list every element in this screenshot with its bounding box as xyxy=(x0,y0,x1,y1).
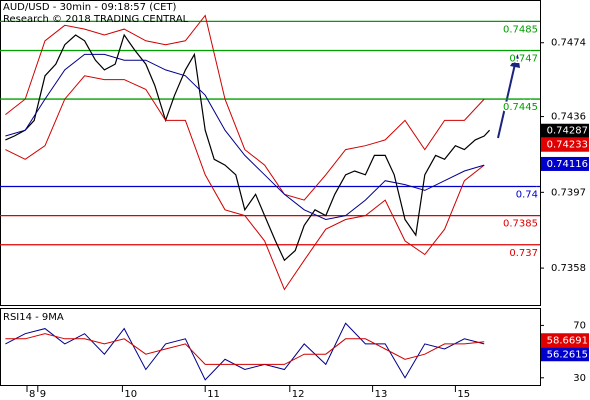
chart-subtitle: Research © 2018 TRADING CENTRAL xyxy=(3,14,189,25)
y-tick-label: 0.7436 xyxy=(551,112,586,123)
price-box-label: 0.74116 xyxy=(547,159,588,170)
series-line xyxy=(5,53,485,221)
x-tick-label: 10 xyxy=(124,389,137,400)
rsi-frame xyxy=(0,308,541,386)
chart-title: AUD/USD - 30min - 09:18:57 (CET) xyxy=(3,2,177,13)
price-box xyxy=(541,347,589,362)
level-label: 0.7445 xyxy=(503,102,538,113)
y-tick-label: 0.7474 xyxy=(551,38,586,49)
forecast-arrow xyxy=(497,63,516,139)
price-box xyxy=(541,333,589,348)
price-frame xyxy=(0,0,541,306)
x-tick-label: 15 xyxy=(457,389,470,400)
price-box-label: 56.2615 xyxy=(547,349,588,360)
price-box xyxy=(541,123,589,138)
series-line xyxy=(5,322,485,381)
y-tick-label: 70 xyxy=(573,320,586,331)
rsi-title: RSI14 - 9MA xyxy=(3,312,64,323)
series-line xyxy=(5,33,491,262)
price-box-label: 0.74233 xyxy=(547,140,588,151)
arrow-head xyxy=(510,54,520,68)
y-tick-label: 30 xyxy=(573,373,586,384)
level-label: 0.7485 xyxy=(503,24,538,35)
x-tick-label: 9 xyxy=(40,389,46,400)
x-tick-label: 13 xyxy=(375,389,388,400)
y-tick-label: 0.7358 xyxy=(551,263,586,274)
price-box xyxy=(541,156,589,171)
price-box-label: 58.6691 xyxy=(547,335,588,346)
y-tick-label: 0.7397 xyxy=(551,187,586,198)
series-line xyxy=(5,75,485,291)
series-line xyxy=(5,333,485,365)
level-label: 0.747 xyxy=(509,54,538,65)
series-line xyxy=(5,14,485,201)
price-box-label: 0.74287 xyxy=(547,126,588,137)
x-tick-label: 12 xyxy=(292,389,305,400)
level-label: 0.74 xyxy=(516,189,538,200)
x-tick-label: 8 xyxy=(29,389,35,400)
price-box xyxy=(541,137,589,152)
level-label: 0.737 xyxy=(509,248,538,259)
x-tick-label: 11 xyxy=(207,389,220,400)
level-label: 0.7385 xyxy=(503,219,538,230)
